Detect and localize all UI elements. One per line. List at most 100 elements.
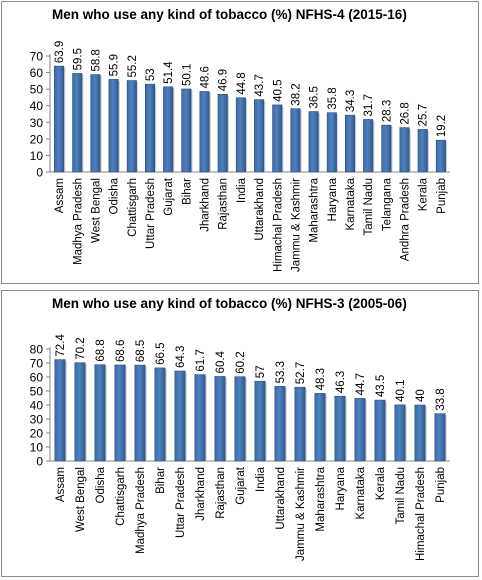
category-label: Odisha (109, 177, 121, 214)
data-label: 55.9 (109, 54, 121, 76)
bar (326, 112, 337, 173)
data-label: 57 (255, 365, 267, 378)
data-label: 34.3 (345, 90, 357, 112)
bar (54, 359, 66, 462)
bar (334, 395, 346, 462)
category-label: Himachal Pradesh (415, 467, 427, 561)
bar (144, 83, 156, 173)
category-label: Jharkhand (200, 178, 212, 232)
y-tick-label: 0 (36, 455, 43, 469)
category-label: Haryana (327, 177, 339, 221)
data-label: 40.5 (272, 79, 284, 101)
data-label: 28.3 (381, 100, 393, 122)
category-label: Rajasthan (218, 178, 230, 230)
data-label: 33.8 (435, 388, 447, 410)
bar (114, 364, 126, 462)
chart-title: Men who use any kind of tobacco (%) NFHS… (52, 296, 407, 311)
bar (254, 99, 265, 173)
data-label: 40.1 (395, 379, 407, 401)
data-label: 68.8 (95, 339, 107, 361)
data-label: 52.7 (295, 362, 307, 384)
data-label: 38.2 (290, 83, 302, 105)
data-label: 68.5 (135, 340, 147, 362)
category-label: Punjab (436, 178, 448, 214)
bar (374, 399, 386, 462)
category-label: Kerala (375, 466, 387, 500)
y-tick-label: 60 (30, 371, 44, 385)
y-tick-label: 0 (36, 166, 43, 180)
bar (314, 393, 326, 462)
bar (274, 386, 286, 462)
category-label: Karnataka (355, 466, 367, 519)
category-label: Jammu & Kashmir (290, 178, 302, 272)
bar (414, 404, 426, 462)
bar (308, 111, 319, 173)
data-label: 60.4 (215, 350, 227, 373)
bar (199, 91, 210, 173)
bar (174, 370, 186, 462)
category-label: Assam (54, 178, 66, 213)
category-label: Chattisgarh (127, 178, 139, 237)
bar (417, 129, 428, 173)
category-label: Haryana (335, 466, 347, 510)
data-label: 40 (415, 389, 427, 402)
category-label: Madhya Pradesh (135, 467, 147, 554)
y-tick-label: 50 (30, 385, 44, 399)
category-label: Punjab (435, 467, 447, 503)
bar (272, 104, 283, 173)
bar (394, 404, 406, 462)
bar (126, 80, 137, 173)
bar (154, 367, 166, 462)
category-label: Himachal Pradesh (272, 178, 284, 272)
category-label: Jammu & Kashmir (295, 467, 307, 561)
bar (399, 127, 410, 173)
bar (434, 413, 446, 462)
y-tick-label: 30 (30, 413, 44, 427)
category-label: Gujarat (235, 466, 247, 505)
data-label: 43.7 (254, 74, 266, 96)
category-label: Uttar Pradesh (175, 467, 187, 538)
category-label: Rajasthan (215, 467, 227, 519)
category-label: Kerala (418, 177, 430, 211)
y-tick-label: 30 (30, 116, 44, 130)
category-label: Maharashtra (315, 466, 327, 531)
data-label: 50.1 (181, 64, 193, 86)
category-label: West Bengal (75, 467, 87, 532)
bar-chart-nfhs4: 0 10 20 30 40 50 60 70 63.9 Assam 59.5 Madhya Prade… (30, 41, 450, 272)
category-label: Maharashtra (309, 177, 321, 242)
data-label: 48.3 (315, 368, 327, 390)
category-label: Telangana (381, 177, 393, 231)
category-label: Uttarakhand (254, 178, 266, 241)
category-label: Gujarat (163, 177, 175, 216)
data-label: 59.5 (72, 48, 84, 70)
bar (354, 398, 366, 462)
bar (94, 364, 106, 462)
category-label: India (236, 177, 248, 203)
y-tick-label: 70 (30, 357, 44, 371)
category-label: Uttar Pradesh (145, 178, 157, 249)
data-label: 26.8 (400, 102, 412, 124)
y-tick-label: 50 (30, 83, 44, 97)
bar (294, 386, 306, 462)
bar (54, 65, 65, 173)
data-label: 46.9 (218, 69, 230, 91)
data-label: 19.2 (436, 115, 448, 137)
y-tick-label: 10 (30, 149, 44, 163)
category-label: West Bengal (90, 178, 102, 243)
bar (217, 93, 228, 173)
data-label: 53.3 (275, 361, 287, 383)
y-tick-label: 40 (30, 399, 44, 413)
data-label: 72.4 (55, 334, 67, 357)
bar (235, 97, 246, 173)
category-label: Odisha (95, 466, 107, 503)
bar (381, 124, 392, 173)
data-label: 58.8 (90, 49, 102, 71)
category-label: Tamil Nadu (363, 178, 375, 236)
bar (90, 74, 101, 173)
bar (134, 364, 146, 462)
bar (181, 88, 192, 173)
data-label: 31.7 (363, 94, 375, 116)
bar (72, 73, 83, 173)
data-label: 63.9 (54, 41, 66, 63)
